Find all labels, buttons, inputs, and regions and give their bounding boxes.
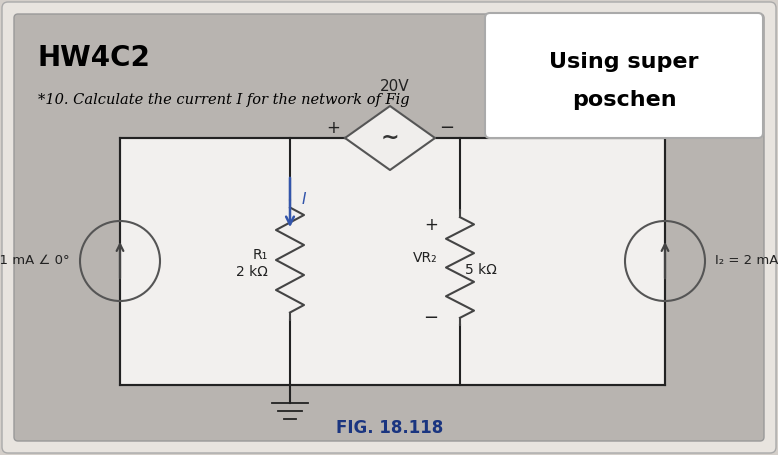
Text: 5 kΩ: 5 kΩ	[465, 263, 497, 277]
Polygon shape	[345, 106, 435, 170]
Text: Using super: Using super	[549, 52, 699, 72]
Text: I₁ = 1 mA ∠ 0°: I₁ = 1 mA ∠ 0°	[0, 254, 70, 268]
FancyBboxPatch shape	[14, 14, 764, 441]
Text: +: +	[326, 119, 340, 137]
FancyBboxPatch shape	[485, 13, 763, 138]
Text: *10. Calculate the current I for the network of Fig: *10. Calculate the current I for the net…	[38, 93, 410, 107]
Text: −: −	[440, 119, 454, 137]
Text: VR₂: VR₂	[413, 251, 438, 265]
Text: poschen: poschen	[572, 90, 676, 110]
FancyBboxPatch shape	[120, 138, 665, 385]
Text: I: I	[302, 192, 307, 207]
Text: −: −	[423, 309, 438, 327]
Text: +: +	[424, 216, 438, 234]
Text: 20V: 20V	[380, 79, 410, 94]
Text: 2 kΩ: 2 kΩ	[237, 265, 268, 279]
Text: FIG. 18.118: FIG. 18.118	[336, 419, 443, 437]
Text: I₂ = 2 mA ∠ 0°: I₂ = 2 mA ∠ 0°	[715, 254, 778, 268]
Text: R₁: R₁	[253, 248, 268, 262]
Text: ∼: ∼	[380, 128, 399, 148]
Text: HW4C2: HW4C2	[38, 44, 151, 72]
